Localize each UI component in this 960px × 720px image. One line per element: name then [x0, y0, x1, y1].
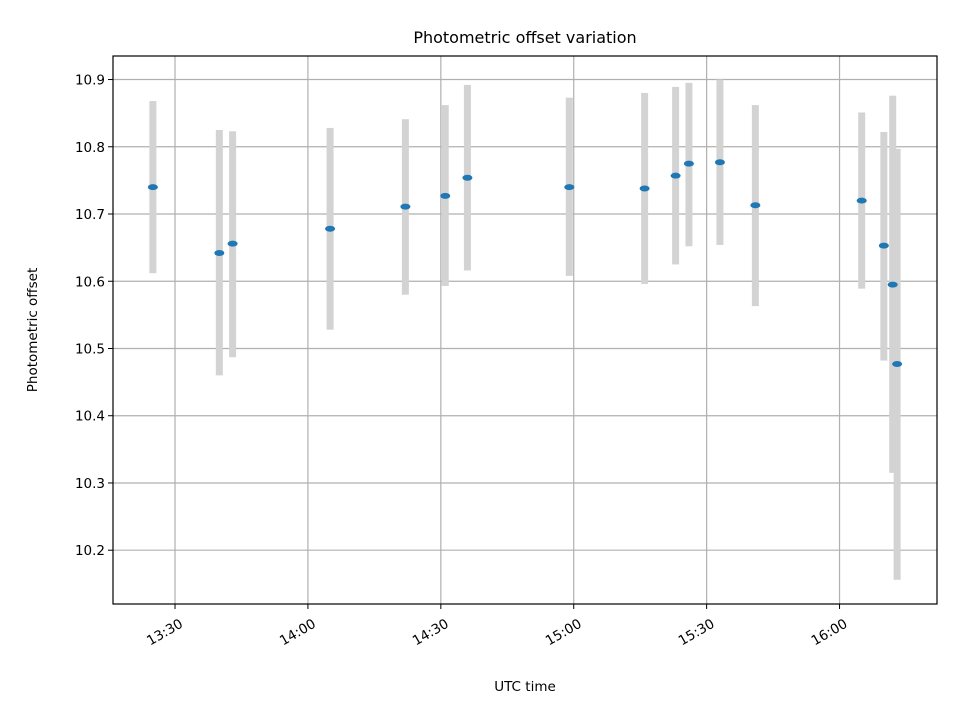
- x-tick-label: 15:30: [676, 616, 718, 649]
- data-point: [147, 184, 158, 191]
- data-point: [564, 184, 575, 191]
- data-point: [440, 192, 451, 199]
- y-tick-label: 10.3: [75, 476, 105, 492]
- y-tick-label: 10.4: [75, 409, 105, 425]
- y-tick-label: 10.6: [75, 274, 105, 290]
- data-point: [670, 172, 681, 179]
- data-point: [683, 160, 694, 167]
- data-point: [325, 225, 336, 232]
- grid: [113, 56, 937, 604]
- y-axis-ticks: 10.2 10.3 10.4 10.5 10.6 10.7 10.8 10.9: [75, 73, 113, 559]
- data-point: [878, 242, 889, 249]
- y-axis-label: Photometric offset: [25, 268, 41, 392]
- data-point: [400, 203, 411, 210]
- x-tick-label: 16:00: [809, 616, 851, 649]
- errorbars: [149, 79, 901, 580]
- data-point: [214, 250, 225, 257]
- chart-title: Photometric offset variation: [413, 28, 636, 47]
- y-tick-label: 10.7: [75, 207, 105, 223]
- x-tick-label: 14:30: [410, 616, 452, 649]
- data-point: [887, 281, 898, 288]
- x-tick-label: 15:00: [543, 616, 585, 649]
- data-point: [892, 360, 903, 367]
- markers: [147, 159, 903, 367]
- data-point: [714, 159, 725, 166]
- data-point: [750, 202, 761, 209]
- y-tick-label: 10.2: [75, 543, 105, 559]
- data-point: [856, 197, 867, 204]
- x-axis-ticks: 13:30 14:00 14:30 15:00 15:30 16:00: [144, 604, 850, 649]
- x-axis-label: UTC time: [494, 679, 556, 695]
- data-point: [639, 185, 650, 192]
- data-point: [462, 174, 473, 181]
- data-point: [227, 240, 238, 247]
- y-tick-label: 10.9: [75, 73, 105, 89]
- y-tick-label: 10.5: [75, 341, 105, 357]
- y-tick-label: 10.8: [75, 140, 105, 156]
- x-tick-label: 13:30: [144, 616, 186, 649]
- x-tick-label: 14:00: [277, 616, 319, 649]
- plot-frame: [112, 55, 938, 605]
